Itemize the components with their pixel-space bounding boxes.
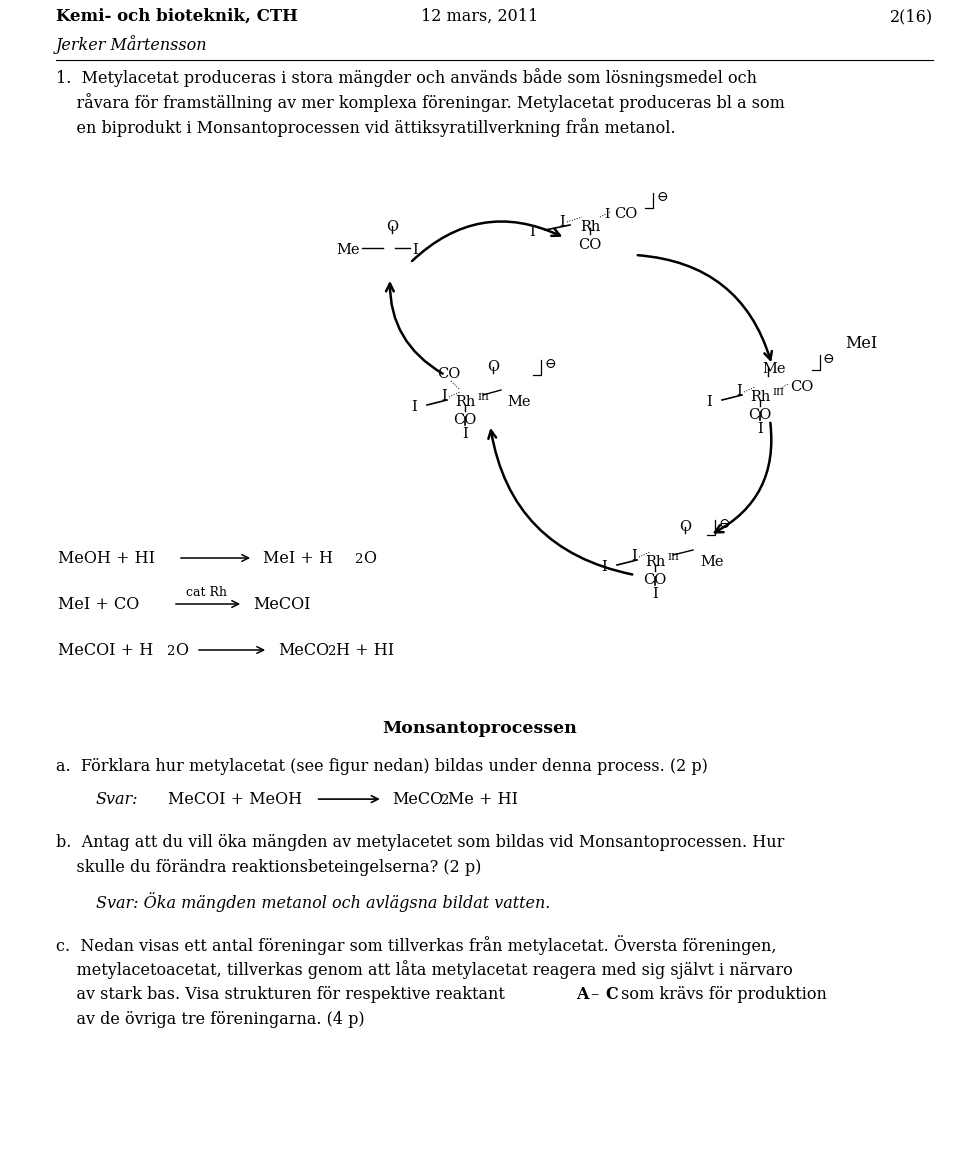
Text: I: I bbox=[707, 394, 712, 408]
Text: 2: 2 bbox=[166, 645, 175, 658]
Text: I: I bbox=[736, 384, 742, 398]
Text: av stark bas. Visa strukturen för respektive reaktant: av stark bas. Visa strukturen för respek… bbox=[56, 986, 510, 1002]
Text: Jerker Mårtensson: Jerker Mårtensson bbox=[56, 35, 207, 54]
Text: Me: Me bbox=[507, 394, 531, 408]
Text: CO: CO bbox=[578, 238, 602, 252]
Text: CO: CO bbox=[790, 380, 813, 394]
Text: I: I bbox=[604, 208, 610, 221]
Text: ⊖: ⊖ bbox=[823, 352, 834, 366]
Text: CO: CO bbox=[643, 573, 666, 587]
Text: III: III bbox=[477, 393, 489, 401]
Text: O: O bbox=[679, 520, 691, 534]
Text: råvara för framställning av mer komplexa föreningar. Metylacetat produceras bl a: råvara för framställning av mer komplexa… bbox=[56, 93, 784, 112]
Text: Rh: Rh bbox=[455, 394, 475, 408]
Text: A: A bbox=[576, 986, 588, 1002]
Text: CO: CO bbox=[748, 408, 772, 422]
Text: O: O bbox=[386, 221, 398, 235]
Text: O: O bbox=[363, 550, 376, 567]
Text: MeCO: MeCO bbox=[393, 791, 444, 808]
Text: MeOH + HI: MeOH + HI bbox=[58, 550, 155, 567]
Text: III: III bbox=[667, 553, 679, 562]
Text: Monsantoprocessen: Monsantoprocessen bbox=[383, 720, 577, 738]
Text: MeCOI + MeOH: MeCOI + MeOH bbox=[168, 791, 301, 808]
Text: CO: CO bbox=[453, 413, 477, 427]
Text: I: I bbox=[652, 587, 658, 601]
Text: a.  Förklara hur metylacetat (see figur nedan) bildas under denna process. (2 p): a. Förklara hur metylacetat (see figur n… bbox=[56, 759, 708, 775]
Text: I: I bbox=[411, 400, 417, 414]
Text: MeI: MeI bbox=[845, 335, 877, 352]
Text: cat Rh: cat Rh bbox=[186, 586, 227, 599]
Text: CO: CO bbox=[437, 366, 461, 380]
Text: III: III bbox=[772, 387, 784, 397]
Text: 2: 2 bbox=[440, 794, 448, 808]
Text: en biprodukt i Monsantoprocessen vid ättiksyratillverkning från metanol.: en biprodukt i Monsantoprocessen vid ätt… bbox=[56, 118, 675, 138]
Text: CO: CO bbox=[614, 207, 637, 221]
Text: MeI + H: MeI + H bbox=[263, 550, 333, 567]
Text: 2: 2 bbox=[354, 553, 362, 566]
Text: Kemi- och bioteknik, CTH: Kemi- och bioteknik, CTH bbox=[56, 8, 298, 25]
Text: –: – bbox=[586, 986, 604, 1002]
Text: av de övriga tre föreningarna. (4 p): av de övriga tre föreningarna. (4 p) bbox=[56, 1011, 364, 1028]
Text: metylacetoacetat, tillverkas genom att låta metylacetat reagera med sig självt i: metylacetoacetat, tillverkas genom att l… bbox=[56, 960, 792, 979]
Text: Me: Me bbox=[700, 555, 724, 569]
Text: Svar: Öka mängden metanol och avlägsna bildat vatten.: Svar: Öka mängden metanol och avlägsna b… bbox=[96, 893, 550, 913]
Text: I: I bbox=[412, 243, 418, 257]
Text: 1.  Metylacetat produceras i stora mängder och används både som lösningsmedel oc: 1. Metylacetat produceras i stora mängde… bbox=[56, 68, 756, 88]
Text: b.  Antag att du vill öka mängden av metylacetet som bildas vid Monsantoprocesse: b. Antag att du vill öka mängden av mety… bbox=[56, 834, 784, 851]
Text: H + HI: H + HI bbox=[336, 642, 395, 659]
Text: 12 mars, 2011: 12 mars, 2011 bbox=[421, 8, 539, 25]
Text: MeCOI + H: MeCOI + H bbox=[58, 642, 154, 659]
Text: 2(16): 2(16) bbox=[890, 8, 933, 25]
Text: c.  Nedan visas ett antal föreningar som tillverkas från metylacetat. Översta fö: c. Nedan visas ett antal föreningar som … bbox=[56, 936, 777, 956]
Text: I: I bbox=[632, 548, 637, 562]
Text: Svar:: Svar: bbox=[96, 791, 138, 808]
Text: Me: Me bbox=[762, 362, 785, 376]
Text: som krävs för produktion: som krävs för produktion bbox=[615, 986, 827, 1002]
Text: I: I bbox=[442, 389, 447, 403]
Text: I: I bbox=[529, 225, 535, 239]
Text: ⊖: ⊖ bbox=[656, 190, 667, 204]
Text: I: I bbox=[757, 422, 763, 436]
Text: I: I bbox=[601, 560, 607, 574]
Text: Me: Me bbox=[337, 243, 360, 257]
Text: MeCOI: MeCOI bbox=[253, 596, 310, 613]
Text: O: O bbox=[175, 642, 188, 659]
Text: Rh: Rh bbox=[750, 390, 770, 404]
Text: C: C bbox=[606, 986, 618, 1002]
Text: MeI + CO: MeI + CO bbox=[58, 596, 139, 613]
Text: ⊖: ⊖ bbox=[718, 517, 730, 531]
Text: MeCO: MeCO bbox=[278, 642, 329, 659]
Text: ⊖: ⊖ bbox=[544, 357, 556, 371]
Text: skulle du förändra reaktionsbeteingelserna? (2 p): skulle du förändra reaktionsbeteingelser… bbox=[56, 859, 481, 876]
Text: I: I bbox=[462, 427, 468, 441]
Text: Rh: Rh bbox=[580, 221, 600, 235]
Text: O: O bbox=[487, 359, 499, 373]
Text: Rh: Rh bbox=[645, 555, 665, 569]
Text: I: I bbox=[560, 215, 565, 229]
Text: 2: 2 bbox=[327, 645, 335, 658]
Text: Me + HI: Me + HI bbox=[447, 791, 517, 808]
